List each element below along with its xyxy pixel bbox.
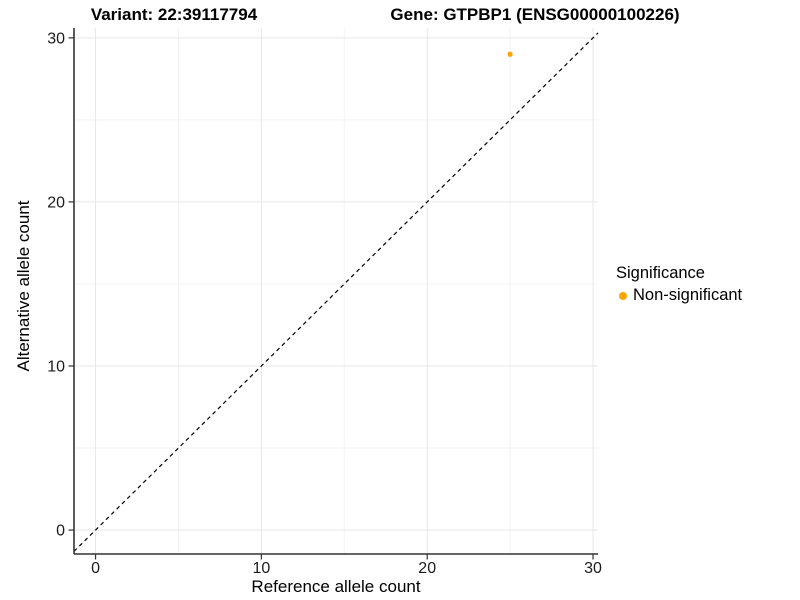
identity-dashed-line (73, 32, 599, 552)
y-tick-label: 10 (47, 358, 65, 375)
legend-point-icon (619, 291, 627, 300)
legend-item: Non-significant (616, 286, 742, 305)
legend-title: Significance (616, 264, 705, 282)
y-tick-label: 20 (47, 194, 65, 211)
plot-title-variant: Variant: 22:39117794 (90, 5, 258, 24)
x-tick-label: 0 (91, 560, 100, 577)
y-axis-title: Alternative allele count (14, 200, 33, 372)
data-point (507, 51, 513, 57)
x-axis-title: Reference allele count (251, 577, 421, 596)
legend: Significance Non-significant (616, 264, 742, 305)
plot-title-gene: Gene: GTPBP1 (ENSG00000100226) (390, 5, 680, 24)
x-tick-label: 20 (418, 560, 436, 577)
x-tick-label: 10 (252, 560, 270, 577)
y-tick-label: 0 (56, 523, 65, 540)
x-tick-label: 30 (584, 560, 602, 577)
legend-items: Non-significant (616, 286, 742, 305)
y-tick-label: 30 (47, 30, 65, 47)
legend-item-label: Non-significant (633, 286, 743, 304)
